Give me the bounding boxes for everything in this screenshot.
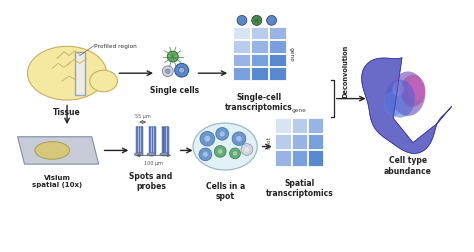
Circle shape [216, 128, 228, 141]
Text: gene: gene [289, 47, 294, 61]
Ellipse shape [193, 123, 257, 170]
Circle shape [245, 147, 249, 152]
Ellipse shape [149, 127, 151, 128]
Ellipse shape [154, 127, 156, 128]
Circle shape [237, 16, 247, 26]
Bar [292, 118, 307, 134]
Polygon shape [18, 137, 99, 165]
Ellipse shape [385, 80, 415, 118]
Bar [308, 151, 323, 166]
Text: Cells in a
spot: Cells in a spot [206, 181, 245, 200]
Bar [251, 28, 268, 40]
Ellipse shape [136, 127, 138, 128]
Bar [162, 128, 164, 155]
Ellipse shape [401, 76, 425, 107]
Circle shape [214, 146, 226, 158]
Circle shape [199, 148, 212, 161]
Ellipse shape [392, 82, 404, 97]
Bar [75, 52, 85, 95]
Circle shape [200, 132, 215, 146]
Bar [149, 128, 151, 155]
Ellipse shape [167, 127, 169, 128]
Bar [269, 41, 286, 53]
Circle shape [219, 132, 225, 137]
Bar [292, 151, 307, 166]
Circle shape [232, 132, 246, 146]
Bar [233, 41, 250, 53]
Text: Spatial
transcriptomics: Spatial transcriptomics [265, 178, 333, 197]
Text: Profiled region: Profiled region [94, 44, 137, 49]
Bar [251, 54, 268, 67]
Ellipse shape [164, 127, 166, 128]
Bar [154, 128, 156, 155]
Circle shape [267, 16, 276, 26]
Bar [152, 128, 153, 155]
Text: Single-cell
transcriptomics: Single-cell transcriptomics [225, 92, 293, 112]
Bar [275, 151, 291, 166]
Circle shape [163, 67, 173, 77]
Bar [139, 128, 140, 155]
Circle shape [233, 152, 237, 156]
Text: Spots and
probes: Spots and probes [129, 171, 173, 191]
Ellipse shape [152, 127, 153, 128]
Ellipse shape [391, 72, 425, 116]
Text: Visium
spatial (10x): Visium spatial (10x) [32, 174, 82, 187]
Bar [275, 135, 291, 150]
Bar [233, 28, 250, 40]
Ellipse shape [35, 142, 70, 160]
Ellipse shape [90, 71, 118, 92]
Ellipse shape [134, 153, 143, 156]
Bar [251, 68, 268, 80]
Text: 100 μm: 100 μm [144, 161, 163, 166]
Ellipse shape [27, 47, 107, 101]
Circle shape [252, 16, 262, 26]
Text: Tissue: Tissue [53, 108, 81, 117]
Bar [269, 28, 286, 40]
Ellipse shape [139, 127, 140, 128]
Bar [233, 68, 250, 80]
Text: 55 μm: 55 μm [135, 114, 150, 119]
Ellipse shape [141, 127, 143, 128]
Circle shape [179, 68, 184, 74]
Ellipse shape [383, 91, 403, 117]
Bar [141, 128, 143, 155]
Bar [308, 135, 323, 150]
Text: gene: gene [292, 108, 307, 113]
Circle shape [203, 152, 208, 157]
Circle shape [241, 144, 253, 156]
Ellipse shape [407, 78, 425, 101]
Text: Deconvolution: Deconvolution [343, 44, 349, 97]
Bar [136, 128, 138, 155]
Circle shape [175, 64, 189, 78]
Bar [275, 118, 291, 134]
Bar [251, 41, 268, 53]
Bar [164, 128, 166, 155]
Circle shape [252, 16, 262, 26]
Bar [269, 68, 286, 80]
Circle shape [165, 70, 170, 74]
Polygon shape [362, 58, 452, 154]
Circle shape [218, 149, 223, 154]
Ellipse shape [162, 127, 164, 128]
Ellipse shape [160, 153, 169, 156]
Bar [269, 54, 286, 67]
Ellipse shape [147, 153, 156, 156]
Bar [308, 118, 323, 134]
Circle shape [236, 136, 242, 142]
Circle shape [204, 136, 210, 142]
Text: Single cells: Single cells [150, 86, 199, 94]
Bar [167, 128, 169, 155]
Circle shape [167, 52, 178, 63]
Bar [233, 54, 250, 67]
Circle shape [229, 148, 240, 159]
Text: Cell type
abundance: Cell type abundance [384, 156, 432, 175]
Bar [292, 135, 307, 150]
Text: spot: spot [267, 136, 272, 148]
